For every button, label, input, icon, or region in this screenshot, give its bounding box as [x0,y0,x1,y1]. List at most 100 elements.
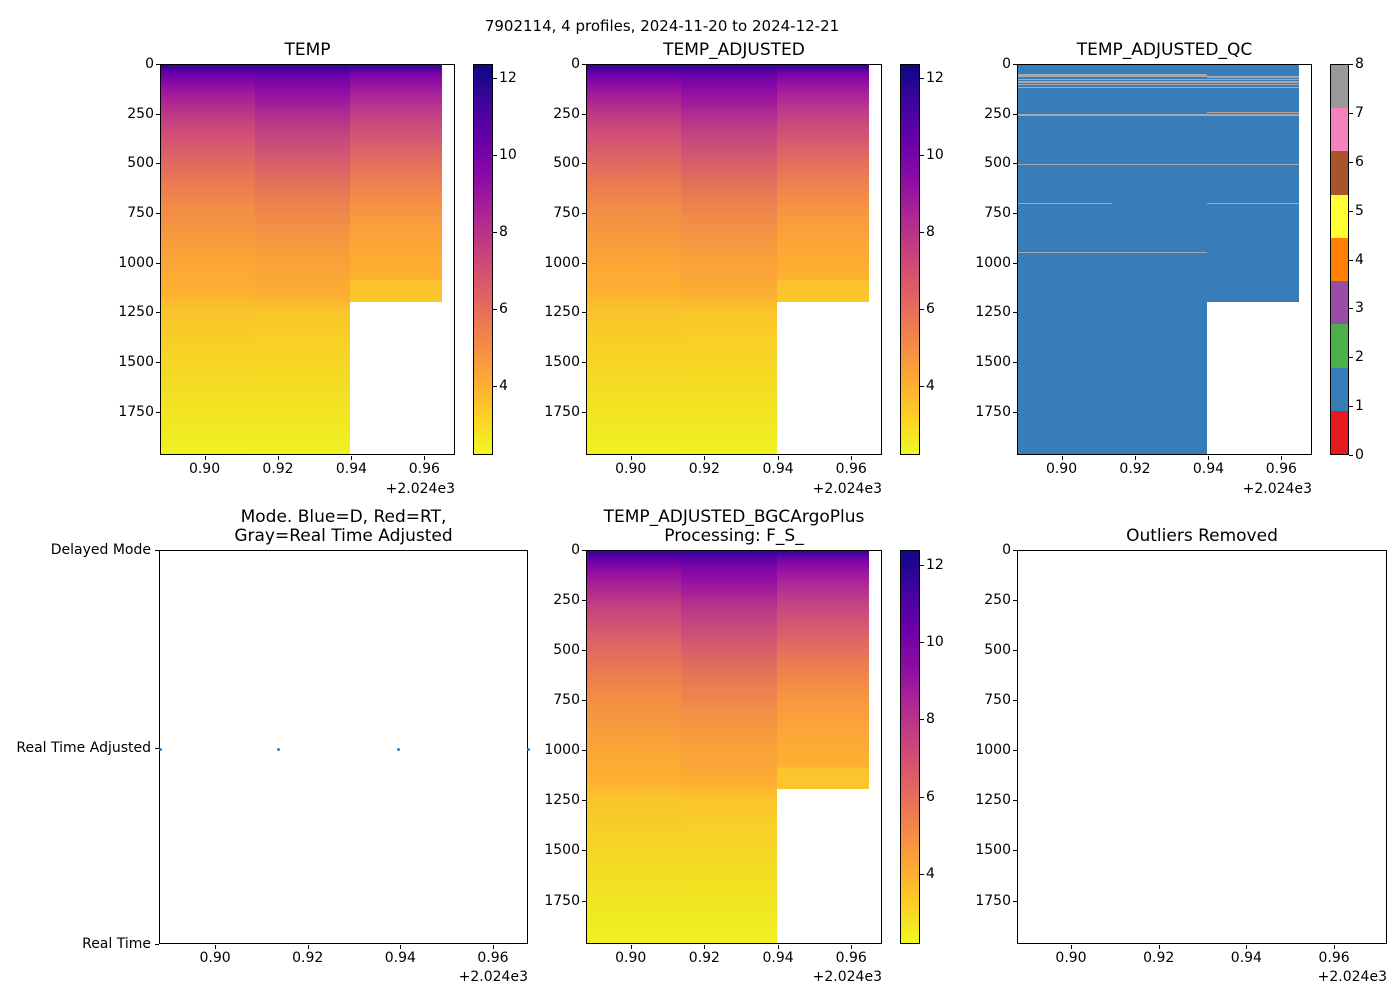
x-axis-offset-label: +2.024e3 [458,969,528,985]
x-tick-label: 0.94 [1192,461,1225,477]
qc-colorbar-segment-0 [1331,410,1348,454]
x-tick-label: 0.90 [188,461,221,477]
y-tick-label: 1000 [544,254,580,271]
y-tick-mark [1013,113,1017,115]
bgc-heatmap-column-3 [776,551,869,790]
panel-bgc-title: TEMP_ADJUSTED_BGCArgoPlus Processing: F_S… [586,508,882,546]
y-tick-mark [1013,900,1017,902]
colorbar-tick-mark [1349,357,1353,359]
y-tick-label: 1750 [544,892,580,909]
qc-colorbar-segment-2 [1331,324,1348,368]
colorbar-tick-mark [920,78,924,80]
y-tick-label: 500 [984,155,1011,172]
qc8-line [1018,203,1113,205]
panel-qc-axes [1017,64,1312,455]
colorbar-tick-label: 7 [1355,104,1364,121]
y-tick-label: 250 [127,105,154,122]
y-tick-mark [156,113,160,115]
y-tick-mark [1013,650,1017,652]
y-tick-mark [1013,600,1017,602]
colorbar-tick-mark [493,78,497,80]
y-tick-label: 750 [553,205,580,222]
qc8-line [1018,78,1299,80]
mode-point-profile4 [526,747,530,751]
x-tick-label: 0.96 [1318,950,1350,966]
x-tick-label: 0.94 [335,461,368,477]
y-tick-mark [582,750,586,752]
colorbar-tick-mark [493,155,497,157]
y-tick-mark [582,362,586,364]
colorbar-tick-label: 10 [499,147,517,164]
y-tick-mark [1013,64,1017,65]
y-tick-mark [582,64,586,65]
bgc-colorbar [900,550,920,944]
y-tick-label: 0 [1002,542,1011,558]
x-axis-offset-label: +2.024e3 [385,481,455,497]
temp-adjusted-heatmap-column-1 [587,65,682,454]
panel-mode-axes [158,550,530,944]
x-tick-label: 0.90 [199,950,231,966]
temp-colorbar [473,64,493,455]
y-tick-mark [155,550,159,551]
colorbar-tick-label: 12 [926,556,944,573]
y-tick-label: 1500 [544,842,580,859]
mode-title-line2: Gray=Real Time Adjusted [234,526,453,546]
colorbar-tick-mark [1349,112,1353,114]
x-tick-mark [851,945,853,949]
temp-heatmap-column-2 [254,65,350,454]
y-tick-mark [582,163,586,165]
qc8-line [1018,163,1299,166]
colorbar-tick-mark [1349,406,1353,408]
x-axis-offset-label: +2.024e3 [812,481,882,497]
y-tick-mark [155,944,159,945]
x-tick-mark [1281,456,1283,460]
y-tick-label: 1000 [975,254,1011,271]
y-tick-label: 1250 [544,792,580,809]
y-tick-label: 750 [984,205,1011,222]
bgc-title-line1: TEMP_ADJUSTED_BGCArgoPlus [603,507,865,527]
y-tick-label: 1500 [118,354,154,371]
colorbar-tick-mark [920,641,924,643]
x-tick-label: 0.96 [835,950,867,966]
x-tick-label: 0.94 [762,950,794,966]
y-tick-label: 1500 [975,842,1011,859]
x-tick-mark [1334,945,1336,949]
bgc-heatmap-column-2 [681,551,777,943]
y-tick-mark [155,747,159,749]
qc8-line [1018,73,1207,77]
colorbar-tick-mark [920,564,924,566]
colorbar-tick-mark [1349,210,1353,212]
colorbar-tick-mark [920,309,924,311]
qc-colorbar-segment-7 [1331,108,1348,152]
colorbar-tick-label: 6 [926,789,935,806]
colorbar-tick-mark [920,155,924,157]
y-tick-label: 750 [984,692,1011,709]
bgc-heatmap-column-1 [587,551,682,943]
y-tick-label: 1250 [544,304,580,321]
x-tick-mark [1071,945,1073,949]
x-tick-mark [630,945,632,949]
colorbar-tick-label: 12 [926,70,944,87]
colorbar-tick-label: 4 [499,377,508,394]
qc-colorbar-segment-5 [1331,194,1348,238]
mode-point-profile2 [277,747,281,751]
x-tick-label: 0.92 [292,950,324,966]
colorbar-tick-label: 6 [1355,153,1364,170]
y-tick-label: Real Time Adjusted [16,739,151,756]
y-tick-mark [1013,163,1017,165]
y-tick-mark [156,262,160,264]
x-tick-mark [492,945,494,949]
colorbar-tick-label: 2 [1355,349,1364,366]
y-tick-label: 1750 [544,403,580,420]
y-tick-label: 500 [127,155,154,172]
y-tick-mark [156,312,160,314]
mode-point-profile1 [158,747,162,751]
panel-temp-title: TEMP [284,40,331,60]
y-tick-mark [582,113,586,115]
y-tick-label: 250 [984,105,1011,122]
x-tick-label: 0.92 [1143,950,1175,966]
qc-field-upper [1018,65,1299,302]
y-tick-mark [1013,750,1017,752]
x-tick-label: 0.92 [1119,461,1151,477]
